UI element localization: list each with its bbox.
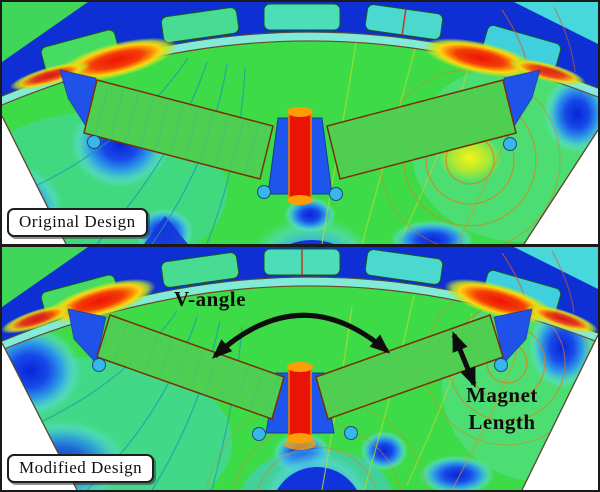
bridge-hotspots xyxy=(9,37,586,91)
modified-design-flux-plot xyxy=(2,247,598,490)
magnet-left xyxy=(83,79,274,180)
flux-barriers xyxy=(67,308,533,450)
center-rib-saturation xyxy=(288,367,312,439)
modified-design-label: Modified Design xyxy=(7,454,155,483)
sector-boundary xyxy=(2,334,598,490)
original-design-label: Original Design xyxy=(7,208,148,237)
magnet-length-arrow xyxy=(451,331,477,388)
v-angle-annotation: V-angle xyxy=(174,287,246,311)
panel-divider xyxy=(2,244,598,247)
airgap-band xyxy=(2,276,598,350)
magnet-right xyxy=(326,79,517,180)
corner-notches xyxy=(92,358,508,441)
magnet-length-annotation: Magnet Length xyxy=(438,382,566,436)
original-design-panel: Original Design xyxy=(2,2,598,244)
magnet-length-line1: Magnet xyxy=(466,383,538,407)
magnet-length-line2: Length xyxy=(468,410,536,434)
corner-notches xyxy=(87,135,517,201)
modified-design-panel: V-angle Magnet Length Modified Design xyxy=(2,247,598,490)
v-angle-arrow xyxy=(212,312,391,359)
center-rib-saturation xyxy=(288,112,312,200)
annotation-arrows xyxy=(212,312,477,388)
